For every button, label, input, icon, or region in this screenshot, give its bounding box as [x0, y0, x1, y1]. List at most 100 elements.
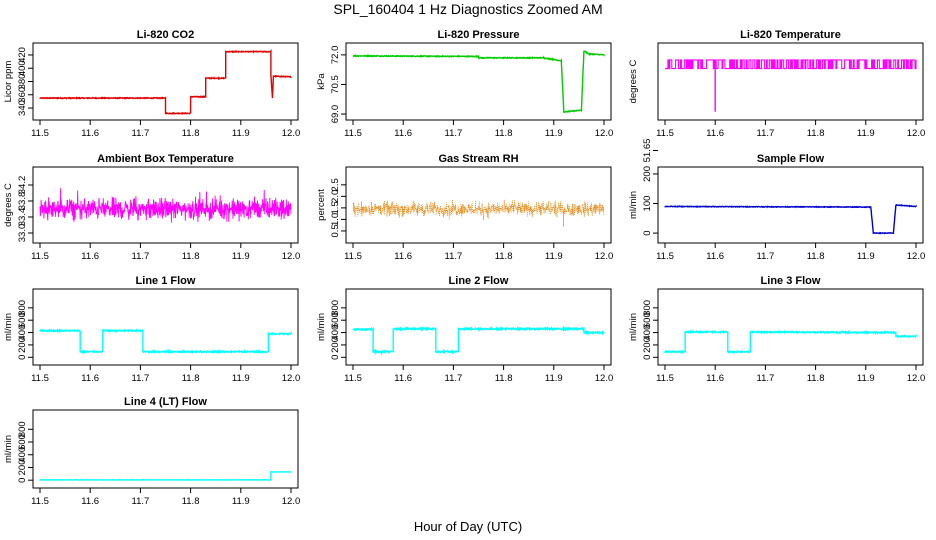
panel-title: Line 2 Flow — [449, 275, 509, 287]
plot-frame — [32, 409, 299, 489]
x-tick-label: 11.6 — [81, 251, 99, 262]
x-tick-label: 12.0 — [282, 251, 301, 262]
y-axis-label: ml/min — [3, 313, 14, 341]
x-tick-label: 11.6 — [706, 251, 724, 262]
y-axis-label: ml/min — [316, 313, 327, 341]
y-tick-label: 200 — [330, 337, 341, 353]
x-tick-label: 11.5 — [31, 496, 49, 507]
y-tick-label: 100 — [642, 196, 653, 212]
y-axis-label: ml/min — [628, 191, 639, 219]
y-tick-label: 1.0 — [330, 213, 341, 226]
y-tick-label: 800 — [642, 300, 653, 316]
y-axis-label: ml/min — [3, 435, 14, 463]
x-tick-label: 11.9 — [857, 373, 875, 384]
y-tick-label: 0 — [642, 355, 653, 360]
series-line — [39, 328, 292, 355]
panel-grid: Li-820 CO2 Licor ppm 11.5 11.6 11.7 11.8 11.9 1… — [3, 29, 926, 507]
x-tick-label: 11.8 — [182, 373, 200, 384]
panel-title: Li-820 Pressure — [438, 29, 520, 41]
series-line — [39, 188, 292, 223]
y-tick-label: 800 — [330, 300, 341, 316]
figure-title: SPL_160404 1 Hz Diagnostics Zoomed AM — [333, 1, 602, 17]
panel-line-2-flow: Line 2 Flow ml/min 11.5 11.6 11.7 11.8 11.9 12.… — [316, 275, 613, 384]
panel-title: Sample Flow — [757, 153, 825, 165]
x-tick-label: 11.8 — [182, 128, 200, 139]
y-axis-label: ml/min — [628, 313, 639, 341]
x-tick-label: 12.0 — [595, 373, 614, 384]
x-tick-label: 11.5 — [31, 373, 49, 384]
x-tick-label: 11.5 — [31, 251, 49, 262]
x-tick-label: 11.6 — [81, 496, 99, 507]
panel-line-3-flow: Line 3 Flow ml/min 11.5 11.6 11.7 11.8 11.9 12.… — [628, 275, 925, 384]
y-tick-label: 51.65 — [642, 139, 653, 163]
y-tick-label: 0 — [330, 355, 341, 360]
plot-frame — [657, 166, 924, 244]
y-axis-label: kPa — [316, 73, 327, 90]
x-tick-label: 11.5 — [344, 373, 362, 384]
y-tick-label: 800 — [17, 300, 28, 316]
x-tick-label: 11.6 — [81, 128, 99, 139]
panel-ambient-box-temperature: Ambient Box Temperature degrees C 11.5 11.6… — [3, 153, 300, 262]
x-tick-label: 11.8 — [807, 373, 825, 384]
x-tick-label: 11.8 — [807, 128, 825, 139]
x-tick-label: 11.8 — [495, 128, 513, 139]
y-tick-label: 600 — [642, 312, 653, 328]
plot-frame — [657, 288, 924, 366]
y-tick-label: 200 — [642, 166, 653, 182]
y-tick-label: 34.2 — [17, 176, 28, 195]
x-tick-label: 11.8 — [807, 251, 825, 262]
x-tick-label: 12.0 — [907, 128, 926, 139]
x-tick-label: 11.7 — [132, 373, 150, 384]
x-tick-label: 12.0 — [595, 251, 614, 262]
panel-li-820-temperature: Li-820 Temperature degrees C 11.5 11.6 11.7 1… — [628, 29, 926, 163]
panel-gas-stream-rh: Gas Stream RH percent 11.5 11.6 11.7 11.8 11.9… — [316, 153, 613, 262]
x-tick-label: 12.0 — [282, 373, 301, 384]
x-tick-label: 11.7 — [445, 373, 463, 384]
panel-title: Line 4 (LT) Flow — [124, 396, 207, 408]
y-tick-label: 340 — [17, 100, 28, 116]
panel-sample-flow: Sample Flow ml/min 11.5 11.6 11.7 11.8 11.9 12.… — [628, 153, 925, 262]
x-tick-label: 12.0 — [282, 496, 301, 507]
series-points — [352, 199, 605, 227]
panel-title: Li-820 CO2 — [137, 29, 194, 41]
series-line — [39, 471, 292, 481]
y-tick-label: 380 — [17, 74, 28, 90]
series-line — [39, 48, 292, 115]
series-line — [352, 325, 605, 356]
y-tick-label: 69.0 — [330, 105, 341, 124]
panel-li-820-co2: Li-820 CO2 Licor ppm 11.5 11.6 11.7 11.8 11.9 1… — [3, 29, 300, 139]
x-tick-label: 11.6 — [394, 251, 412, 262]
plot-frame — [657, 42, 924, 121]
panel-title: Gas Stream RH — [438, 153, 518, 165]
y-tick-label: 2.0 — [330, 190, 341, 203]
x-tick-label: 11.9 — [545, 373, 563, 384]
series-line — [664, 329, 917, 355]
series-line — [664, 203, 917, 235]
y-tick-label: 70.5 — [330, 75, 341, 94]
x-tick-label: 11.7 — [757, 373, 775, 384]
y-tick-label: 0 — [17, 355, 28, 360]
y-tick-label: 800 — [17, 421, 28, 437]
y-tick-label: 400 — [17, 325, 28, 341]
series-line — [352, 50, 605, 114]
y-tick-label: 400 — [17, 447, 28, 463]
y-tick-label: 400 — [642, 325, 653, 341]
y-tick-label: 400 — [330, 325, 341, 341]
y-axis-label: degrees C — [628, 59, 639, 103]
y-axis-label: Licor ppm — [3, 61, 14, 103]
panel-line-4-lt-flow: Line 4 (LT) Flow ml/min 11.5 11.6 11.7 11.8 11… — [3, 396, 300, 507]
x-tick-label: 11.5 — [344, 251, 362, 262]
y-tick-label: 0 — [17, 478, 28, 483]
x-tick-label: 11.8 — [182, 496, 200, 507]
y-tick-label: 33.8 — [17, 192, 28, 211]
y-tick-label: 420 — [17, 47, 28, 63]
x-tick-label: 11.7 — [757, 128, 775, 139]
y-tick-label: 1.5 — [330, 201, 341, 214]
series-line — [665, 59, 917, 70]
x-tick-label: 12.0 — [907, 373, 926, 384]
x-tick-label: 11.8 — [182, 251, 200, 262]
x-tick-label: 11.7 — [132, 128, 150, 139]
x-tick-label: 11.9 — [545, 251, 563, 262]
y-axis-label: degrees C — [3, 183, 14, 227]
